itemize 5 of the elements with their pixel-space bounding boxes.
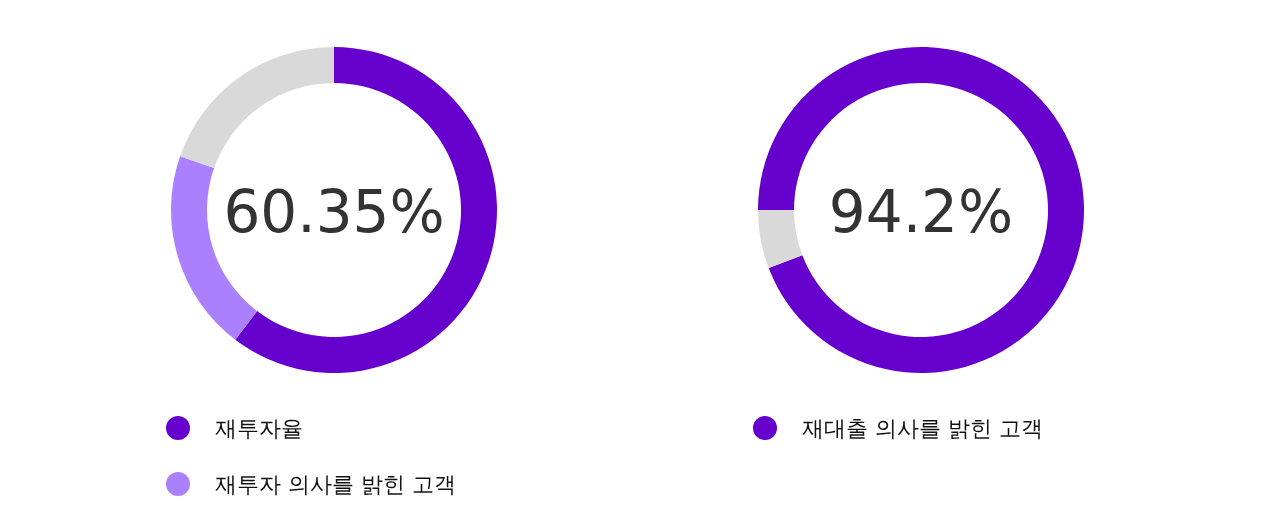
legend-label: 재투자율 <box>215 416 303 441</box>
legend-label: 재투자 의사를 밝힌 고객 <box>215 472 456 497</box>
text: 60.35% <box>223 178 445 246</box>
legend-label: 재대출 의사를 밝힌 고객 <box>802 416 1043 441</box>
text: 94.2% <box>828 178 1014 246</box>
